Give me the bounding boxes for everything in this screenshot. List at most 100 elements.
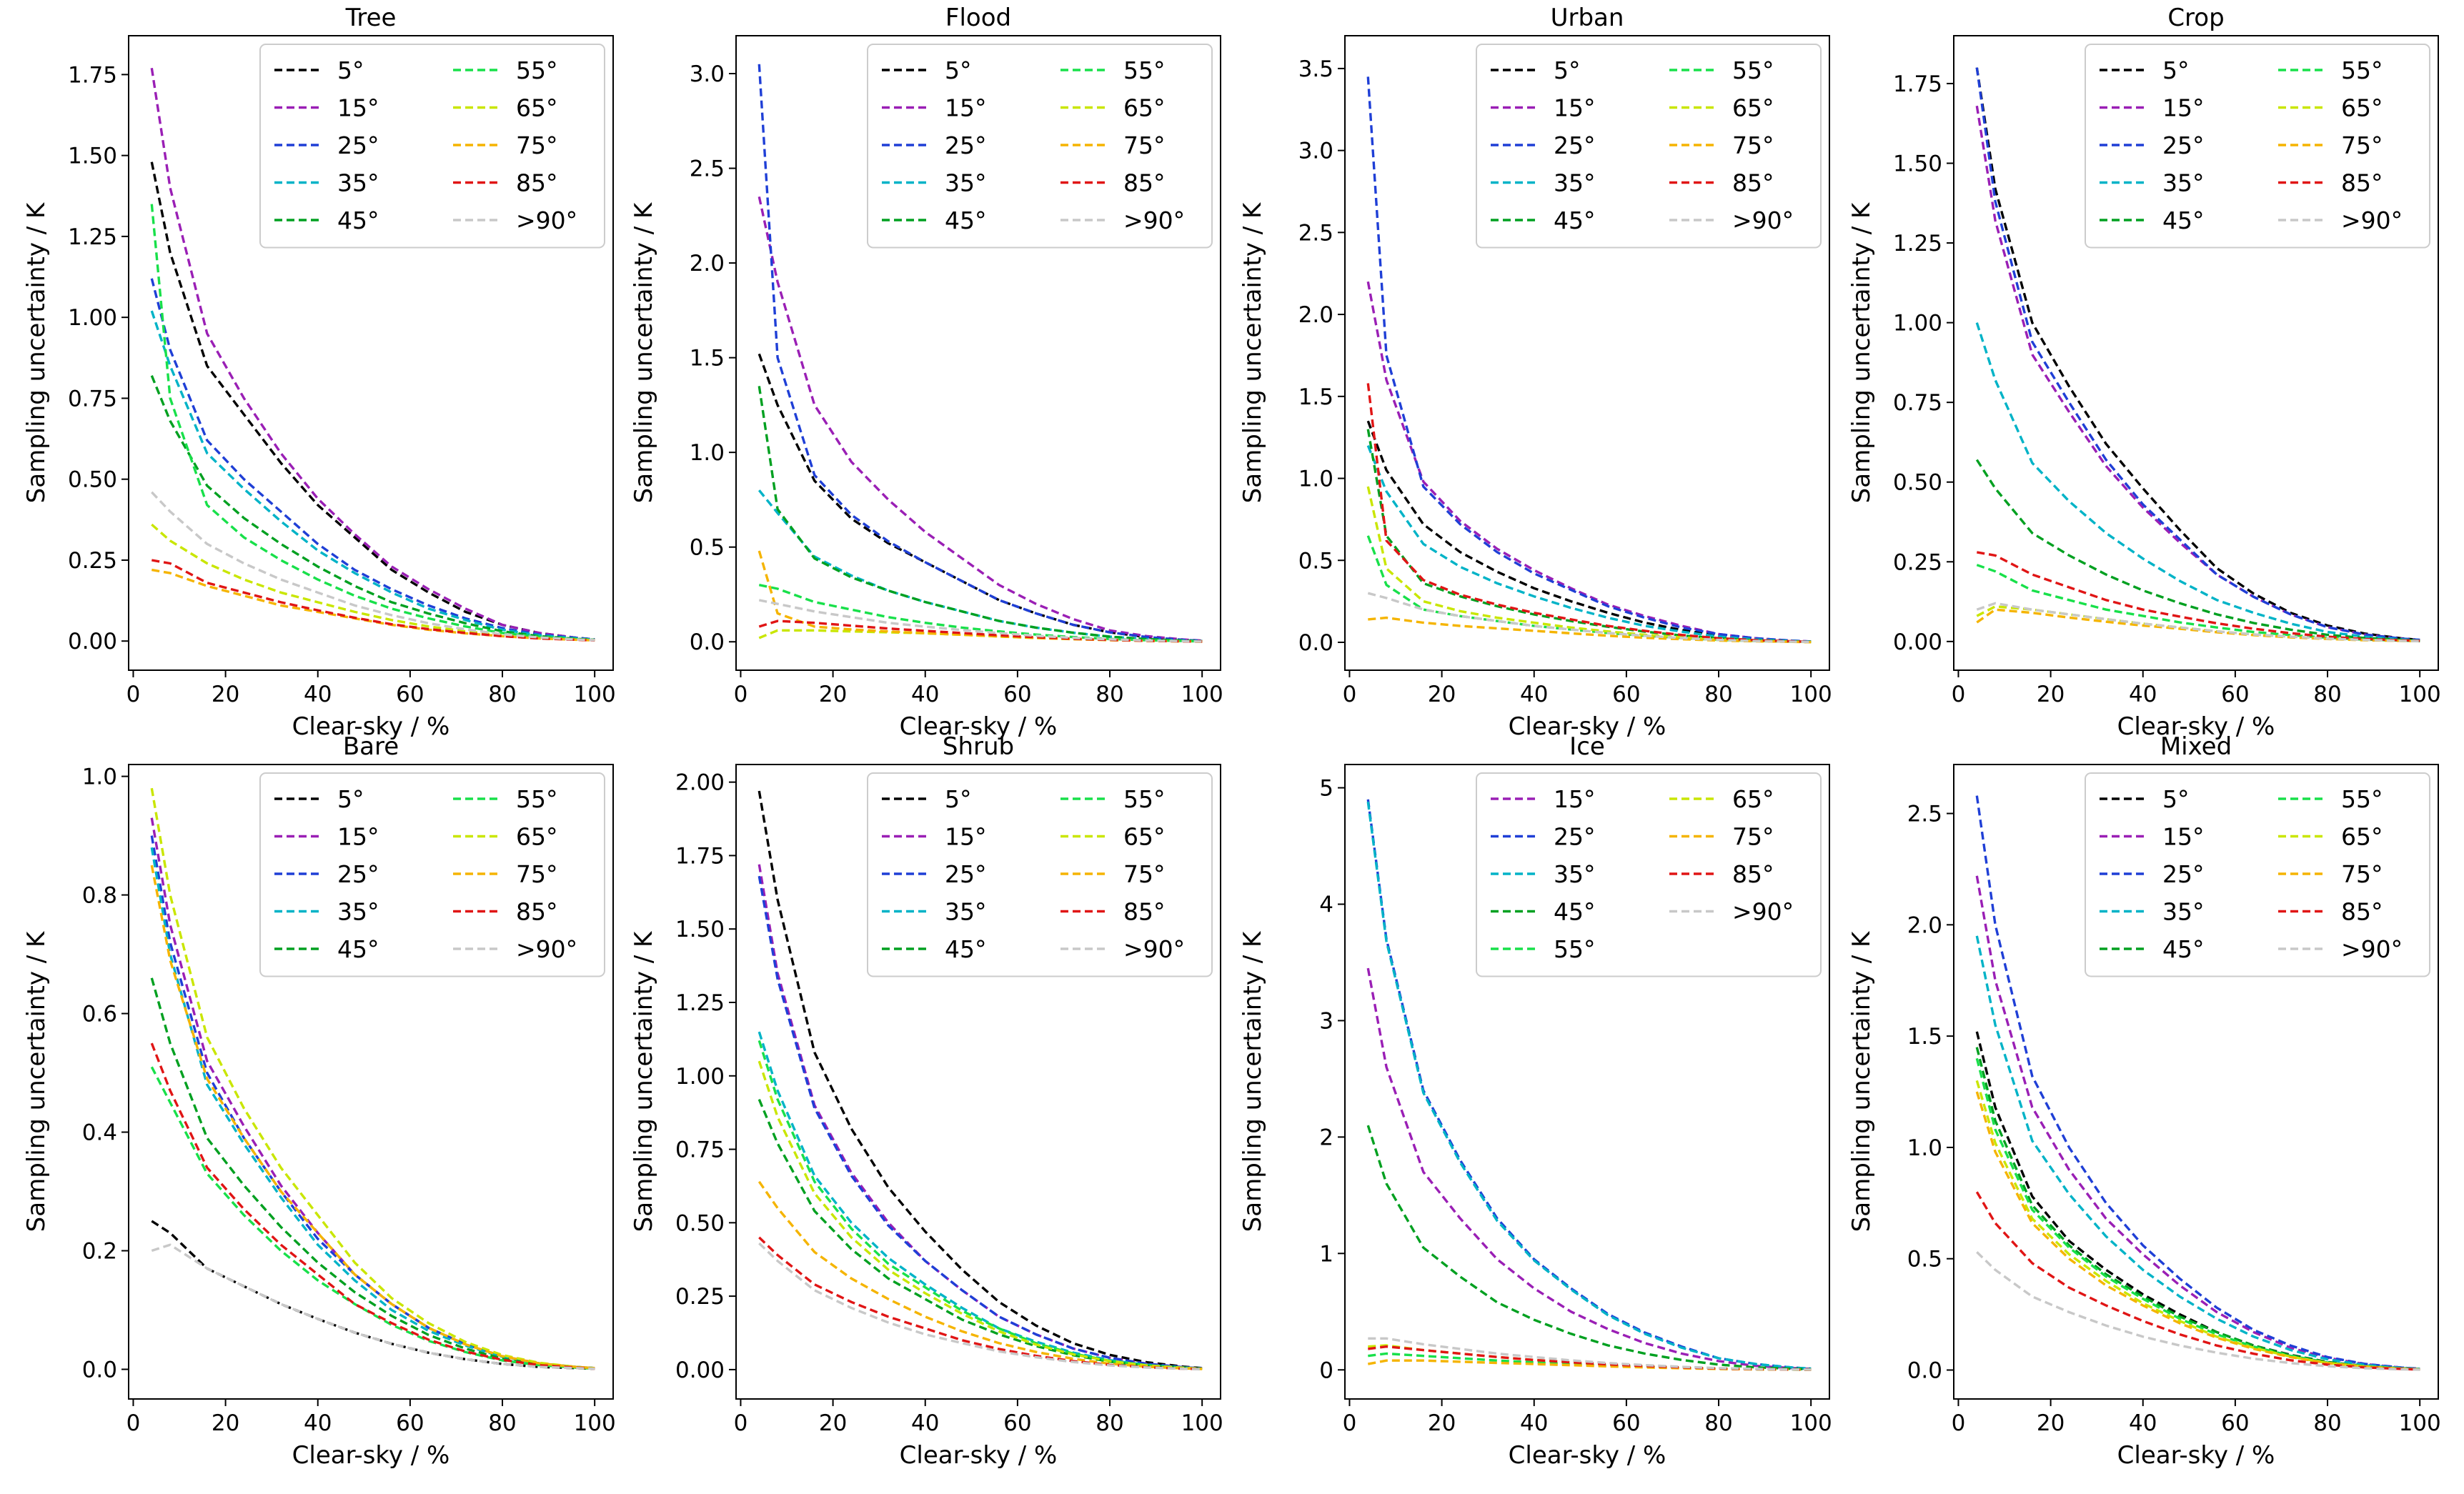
legend-entry: 35°: [337, 169, 379, 197]
x-tick-label: 100: [1790, 1410, 1832, 1436]
series-line-3: [759, 1032, 1202, 1369]
y-tick-label: 0.50: [675, 1210, 725, 1236]
legend-entry: 35°: [1554, 860, 1596, 888]
legend-entry: 25°: [1554, 823, 1596, 851]
legend-entry: 25°: [2162, 131, 2205, 159]
x-tick-label: 20: [212, 1410, 239, 1436]
legend: 15°25°35°45°55°65°75°85°>90°: [1476, 773, 1821, 977]
legend: 5° 15° 25° 35° 45° 55° 65° 75° 85° >90°: [260, 44, 605, 248]
legend-entry: 25°: [945, 860, 987, 888]
y-axis-label: Sampling uncertainty / K: [22, 930, 51, 1232]
series-line-8: [1977, 552, 2420, 641]
series-line-4: [759, 1100, 1202, 1369]
legend-entry: 35°: [945, 169, 987, 197]
series-line-8: [151, 560, 595, 640]
y-tick-label: 1.50: [1893, 151, 1942, 176]
subplot-title: Crop: [2167, 4, 2224, 32]
legend-entry: 45°: [945, 935, 987, 963]
series-line-4: [1977, 460, 2420, 641]
y-tick-label: 1.5: [1907, 1024, 1942, 1050]
legend-entry: 45°: [337, 206, 379, 234]
legend-entry: 35°: [337, 898, 379, 926]
legend-entry: 5°: [337, 56, 364, 84]
legend-entry: 45°: [2162, 206, 2205, 234]
subplot-title: Flood: [945, 4, 1011, 32]
y-tick-label: 1.00: [1893, 311, 1942, 337]
legend: 5° 15° 25° 35° 45° 55° 65° 75° 85° >90°: [868, 44, 1212, 248]
legend-entry: 45°: [945, 206, 987, 234]
x-tick-label: 20: [2037, 1410, 2065, 1436]
x-axis-label: Clear-sky / %: [1509, 1441, 1666, 1470]
subplot-crop: Crop 0 20 40 60 80 100 0.00 0.25 0.50 0.75 1.00 1.25…: [1847, 4, 2441, 741]
legend-entry: 45°: [2162, 935, 2205, 963]
y-axis-label: Sampling uncertainty / K: [630, 930, 658, 1232]
x-tick-label: 0: [1952, 1410, 1966, 1436]
legend-entry: 5°: [945, 56, 972, 84]
legend-entry: 25°: [945, 131, 987, 159]
legend-entry: 5°: [337, 785, 364, 813]
series-line-0: [759, 354, 1202, 641]
legend-entry: 35°: [2162, 898, 2205, 926]
series-line-5: [1977, 1058, 2420, 1369]
subplot-tree: Tree0 20 40 60 80 1000.000.250.500.751.001.25…: [22, 4, 616, 741]
legend-entry: 15°: [1554, 94, 1596, 122]
y-tick-label: 0: [1319, 1358, 1333, 1383]
legend-entry: 75°: [1732, 823, 1774, 851]
y-tick-label: 0.75: [1893, 390, 1942, 416]
y-tick-label: 1.50: [68, 144, 117, 169]
x-tick-label: 80: [1096, 1410, 1123, 1436]
y-tick-label: 1.0: [690, 440, 725, 466]
series-line-1: [1368, 282, 1811, 642]
y-tick-label: 3: [1319, 1008, 1333, 1034]
legend-entry: >90°: [2341, 206, 2403, 234]
subplot-ice: Ice0 20 40 60 80 100012345Clear-sky / %Sampli…: [1238, 732, 1832, 1470]
x-tick-label: 20: [819, 1410, 847, 1436]
series-line-0: [1368, 968, 1811, 1369]
y-tick-label: 0.5: [1907, 1247, 1942, 1273]
series-line-3: [759, 490, 1202, 641]
subplot-title: Shrub: [943, 732, 1014, 761]
y-tick-label: 2.0: [690, 251, 725, 277]
subplot-title: Bare: [343, 732, 399, 761]
y-axis-label: Sampling uncertainty / K: [1238, 201, 1267, 503]
series-line-3: [1368, 446, 1811, 642]
legend-entry: 85°: [1732, 860, 1774, 888]
x-tick-label: 60: [2221, 682, 2249, 707]
x-tick-label: 20: [819, 682, 847, 707]
x-axis-label: Clear-sky / %: [2117, 1441, 2275, 1470]
series-line-4: [759, 386, 1202, 641]
y-tick-label: 0.0: [690, 629, 725, 655]
legend-entry: >90°: [1123, 206, 1185, 234]
legend: 5° 15° 25° 35° 45° 55° 65° 75° 85° >90°: [260, 773, 605, 977]
legend-entry: 35°: [2162, 169, 2205, 197]
y-tick-label: 1.00: [68, 305, 117, 331]
legend-entry: 55°: [1123, 785, 1166, 813]
y-tick-label: 1.75: [675, 843, 725, 869]
x-tick-label: 80: [2313, 682, 2341, 707]
series-line-2: [151, 279, 595, 639]
x-tick-label: 40: [911, 682, 939, 707]
y-tick-label: 0.50: [1893, 470, 1942, 496]
x-tick-label: 100: [2399, 682, 2441, 707]
series-line-5: [151, 204, 595, 640]
x-tick-label: 100: [1181, 682, 1223, 707]
y-tick-label: 1: [1319, 1241, 1333, 1267]
x-tick-label: 20: [2037, 682, 2065, 707]
legend-entry: 55°: [1123, 56, 1166, 84]
y-axis-label: Sampling uncertainty / K: [22, 201, 51, 503]
legend-entry: 75°: [1123, 860, 1166, 888]
y-tick-label: 1.75: [1893, 71, 1942, 97]
y-tick-label: 2.0: [1907, 912, 1942, 938]
series-line-0: [1977, 1032, 2420, 1369]
x-tick-label: 80: [488, 1410, 516, 1436]
y-tick-label: 5: [1319, 776, 1333, 802]
subplot-shrub: Shrub 0 20 40 60 80 100 0.00 0.25 0.50 0.75 1.00 1.2…: [630, 732, 1223, 1470]
series-line-3: [151, 311, 595, 639]
legend-entry: 15°: [337, 94, 379, 122]
legend-entry: 5°: [2162, 785, 2190, 813]
y-tick-label: 0.0: [82, 1358, 117, 1383]
y-tick-label: 1.0: [82, 765, 117, 790]
y-tick-label: 0.2: [82, 1239, 117, 1265]
legend-entry: 65°: [1123, 823, 1166, 851]
legend-entry: 15°: [2162, 94, 2205, 122]
